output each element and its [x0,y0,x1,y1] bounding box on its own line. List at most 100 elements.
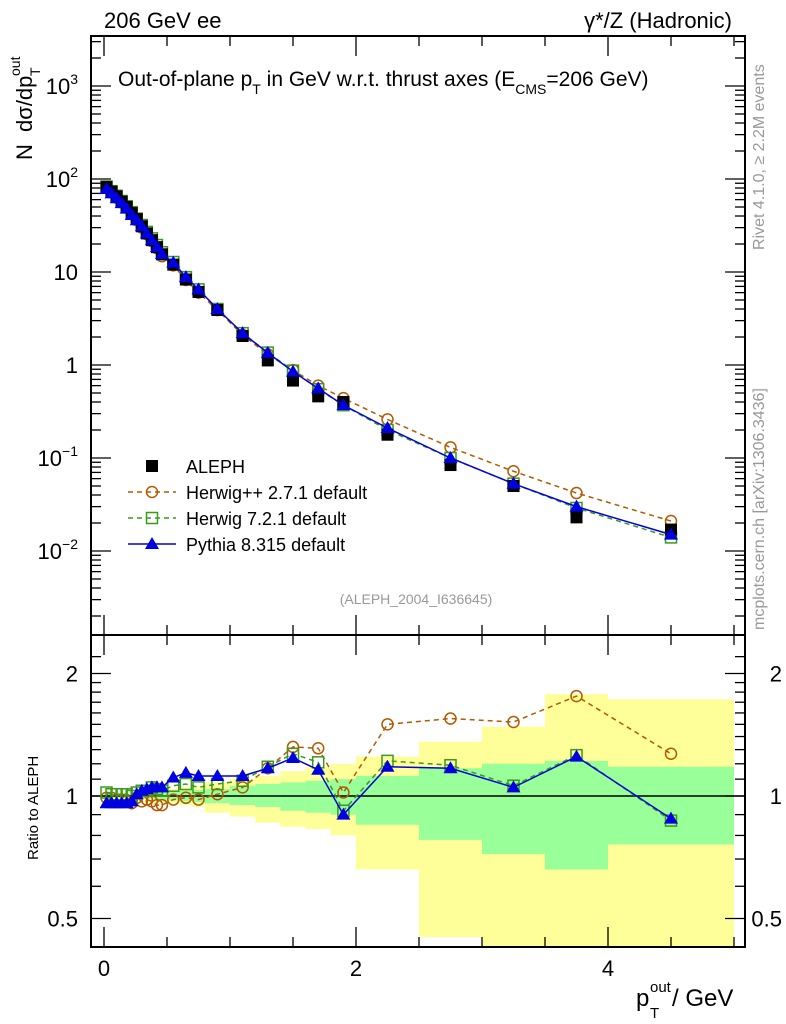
y-tick-base: 10 [46,167,70,192]
ratio-point [178,765,193,778]
y-tick-exp: −1 [62,443,78,459]
x-tick-label: 4 [602,956,614,981]
data-point [570,511,583,524]
y-tick-label: 10 [54,260,78,285]
stat-uncertainty-bin [356,775,419,825]
x-label-p: p [636,985,649,1012]
ratio-point [286,750,300,763]
data-point [149,240,164,253]
y-tick-exp: 2 [70,164,78,180]
ratio-y-axis-label: Ratio to ALEPH [25,756,42,860]
y-label-dsigma: dσ/dp [12,76,37,132]
analysis-id: (ALEPH_2004_I636645) [340,591,493,607]
ratio-point [570,689,583,703]
legend-label: Pythia 8.315 default [186,535,345,555]
data-point [443,451,458,463]
y-tick-base: 10 [54,260,78,285]
ratio-point [154,780,169,793]
ratio-y-tick-label-right: 2 [770,662,782,687]
ratio-point [192,793,205,806]
ratio-point [179,791,193,805]
ratio-point [444,712,457,725]
main-y-axis-label: N dσ/dp out T [7,56,43,160]
stat-uncertainty-bin [608,766,734,845]
main-series [99,180,678,544]
ratio-point [664,811,678,824]
ratio-point [311,742,325,755]
ratio-point [235,768,250,781]
x-axis-label: p out T / GeV [636,979,733,1022]
rivet-label: Rivet 4.1.0, ≥ 2.2M events [751,64,768,250]
y-tick-base: 10 [38,446,62,471]
ratio-panel-frame [90,634,746,948]
data-point [570,486,583,500]
ratio-point [381,718,394,731]
ratio-point [664,747,678,761]
legend-marker [145,537,159,549]
x-tick-label: 2 [350,956,362,981]
y-tick-label: 10−2 [38,536,79,564]
data-point [506,476,521,489]
y-tick-exp: 3 [70,71,78,87]
stat-uncertainty-bin [419,768,482,840]
y-tick-base: 1 [66,353,78,378]
data-point [380,421,395,434]
legend-label: Herwig 7.2.1 default [186,509,346,529]
ratio-point [336,807,351,820]
data-point [119,201,134,214]
title-sub-t: T [252,81,261,97]
data-point [336,398,351,411]
y-tick-label: 10−1 [38,443,79,471]
x-label-sup: out [650,979,672,996]
ratio-point [337,786,350,799]
data-point [311,381,326,394]
stat-uncertainty-bin [545,760,608,870]
data-point [139,226,154,239]
ratio-point [192,781,205,794]
ratio-y-tick-label-left: 0.5 [47,907,78,932]
y-label-sub: T [27,67,43,76]
header-right: γ*/Z (Hadronic) [584,8,732,33]
ratio-point [191,768,206,781]
data-point [178,270,193,283]
title-sub-cms: CMS [515,81,546,97]
legend-marker [146,460,158,472]
data-point [664,527,678,540]
ratio-y-tick-label-right: 1 [770,784,782,809]
ratio-point [506,780,521,793]
data-point [569,499,584,512]
ratio-y-tick-label-right: 0.5 [751,907,782,932]
ratio-point [380,759,395,772]
ratio-point [443,761,458,774]
y-tick-base: 10 [46,74,70,99]
mcplots-label: mcplots.cern.ch [arXiv:1306.3436] [751,388,768,630]
data-point [166,255,181,268]
y-tick-label: 103 [46,71,78,99]
y-tick-label: 102 [46,164,78,192]
data-point [134,219,149,232]
ratio-point [211,787,224,801]
ratio-series [99,689,678,827]
y-tick-base: 10 [38,539,62,564]
y-label-n: N [12,144,37,160]
ratio-point [311,762,326,775]
legend-marker [145,485,159,499]
data-point [144,233,159,246]
ratio-y-tick-label-left: 1 [66,784,78,809]
chart-title: Out-of-plane pT in GeV w.r.t. thrust axe… [118,68,649,97]
ratio-point [569,749,584,762]
title-part-a: Out-of-plane p [118,68,252,91]
ratio-point [236,781,249,794]
data-point [287,374,299,387]
ratio-point [260,761,275,774]
x-tick-labels: 0 2 4 [98,956,614,981]
data-point [260,345,275,358]
axis-ticks [91,36,745,947]
data-point [154,247,169,260]
x-label-sub: T [650,1005,659,1022]
y-label-sup: out [7,56,23,76]
ratio-point [167,793,180,806]
data-point [210,302,225,315]
